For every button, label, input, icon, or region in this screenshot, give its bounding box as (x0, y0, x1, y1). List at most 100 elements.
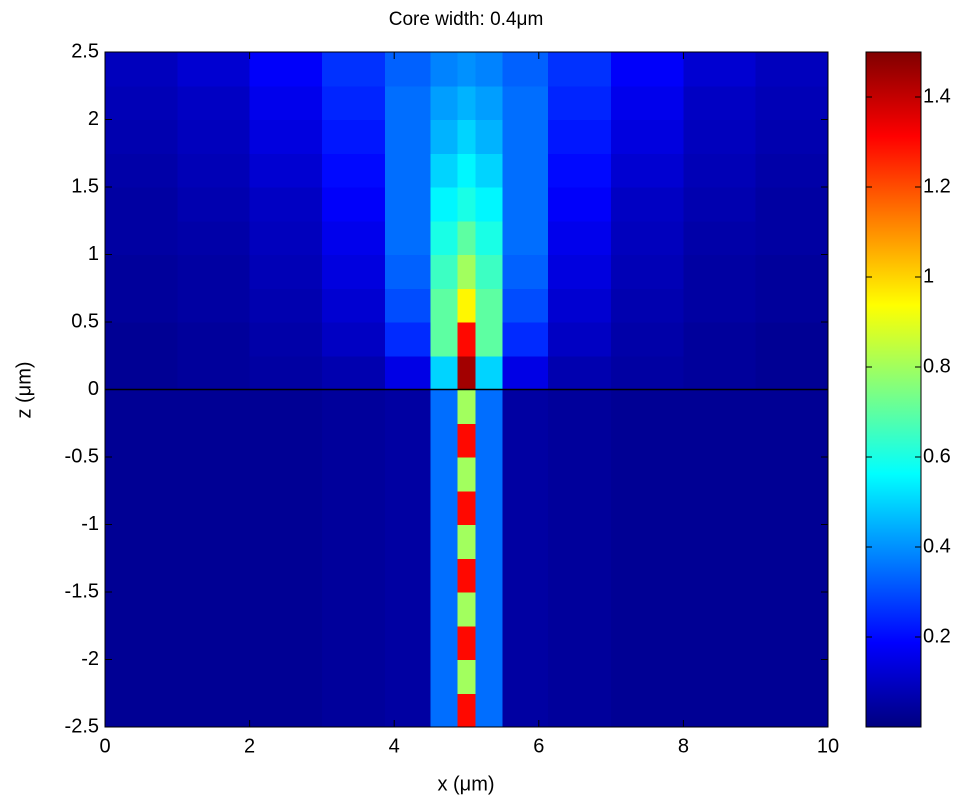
heatmap-cell (683, 322, 757, 357)
heatmap-cell (547, 423, 612, 458)
heatmap-cell (430, 355, 458, 390)
heatmap-cell (105, 625, 178, 660)
heatmap-cell (177, 187, 251, 222)
x-tick-label: 10 (817, 735, 839, 757)
heatmap-cell (502, 153, 549, 188)
heatmap-cell (385, 85, 431, 120)
heatmap-cell (105, 423, 178, 458)
heatmap-cell (683, 355, 757, 390)
heatmap-cell (457, 153, 477, 188)
heatmap-cell (249, 423, 323, 458)
heatmap-cell (430, 153, 458, 188)
heatmap-cell (430, 220, 458, 255)
heatmap-cell (457, 322, 477, 357)
y-tick-label: 0.5 (71, 310, 99, 332)
heatmap-cell (321, 625, 386, 660)
heatmap-cell (385, 220, 431, 255)
heatmap-cell (457, 524, 477, 559)
heatmap-cell (755, 254, 829, 289)
heatmap-cell (755, 220, 829, 255)
heatmap-cell (385, 288, 431, 323)
heatmap-cell (755, 119, 829, 154)
heatmap-cell (755, 187, 829, 222)
heatmap-cell (547, 389, 612, 424)
heatmap-cell (321, 220, 386, 255)
heatmap-cell (430, 322, 458, 357)
heatmap-cell (611, 119, 684, 154)
colorbar (865, 51, 922, 728)
heatmap-cell (177, 220, 251, 255)
heatmap-cell (249, 389, 323, 424)
heatmap-cell (683, 592, 757, 627)
colorbar-tick-label: 0.2 (923, 625, 951, 647)
heatmap-cell (385, 52, 431, 87)
heatmap-cell (755, 659, 829, 694)
heatmap-cell (105, 659, 178, 694)
heatmap-cell (611, 52, 684, 87)
heatmap-cell (683, 119, 757, 154)
heatmap-cell (755, 322, 829, 357)
y-axis-label: z (μm) (13, 361, 35, 418)
heatmap-cell (475, 355, 504, 390)
heatmap-cell (105, 490, 178, 525)
heatmap-cell (249, 52, 323, 87)
x-tick-label: 8 (678, 735, 689, 757)
heatmap-cell (105, 254, 178, 289)
heatmap-cell (475, 322, 504, 357)
heatmap-cell (611, 187, 684, 222)
heatmap-cell (547, 322, 612, 357)
heatmap-cell (611, 322, 684, 357)
heatmap-cell (249, 625, 323, 660)
heatmap-cell (105, 153, 178, 188)
heatmap-cell (321, 153, 386, 188)
heatmap-cell (321, 288, 386, 323)
heatmap-cell (502, 423, 549, 458)
heatmap-cell (547, 254, 612, 289)
heatmap-cell (502, 558, 549, 593)
heatmap-cell (177, 693, 251, 728)
heatmap-cell (611, 220, 684, 255)
heatmap-cell (755, 524, 829, 559)
heatmap-cell (430, 389, 458, 424)
heatmap-cell (683, 490, 757, 525)
heatmap-cell (105, 119, 178, 154)
heatmap-cell (755, 153, 829, 188)
heatmap-cell (249, 119, 323, 154)
heatmap-cell (105, 389, 178, 424)
heatmap-cell (321, 389, 386, 424)
heatmap-cell (755, 288, 829, 323)
y-tick-label: -2 (81, 648, 99, 670)
y-tick-label: 1.5 (71, 175, 99, 197)
heatmap-cell (385, 524, 431, 559)
heatmap-cell (321, 524, 386, 559)
heatmap-cell (683, 220, 757, 255)
heatmap-cell (321, 254, 386, 289)
heatmap-cell (430, 490, 458, 525)
x-tick-label: 2 (244, 735, 255, 757)
heatmap-cell (547, 659, 612, 694)
heatmap-cell (475, 119, 504, 154)
heatmap-cell (683, 693, 757, 728)
heatmap-cell (502, 85, 549, 120)
heatmap-cell (249, 490, 323, 525)
heatmap-cell (502, 659, 549, 694)
heatmap-cell (547, 52, 612, 87)
heatmap-cell (321, 558, 386, 593)
heatmap-cell (457, 457, 477, 492)
y-tick-label: -2.5 (65, 715, 99, 737)
heatmap-cell (249, 288, 323, 323)
heatmap-cell (683, 187, 757, 222)
heatmap-cell (385, 119, 431, 154)
heatmap-cell (457, 254, 477, 289)
heatmap-cell (755, 389, 829, 424)
heatmap-cell (385, 592, 431, 627)
heatmap-cell (502, 322, 549, 357)
y-tick-label: -1.5 (65, 580, 99, 602)
colorbar-tick-label: 0.8 (923, 355, 951, 377)
heatmap-cell (249, 355, 323, 390)
heatmap-cell (502, 389, 549, 424)
heatmap-cell (177, 389, 251, 424)
heatmap-cell (683, 457, 757, 492)
heatmap-cell (430, 85, 458, 120)
